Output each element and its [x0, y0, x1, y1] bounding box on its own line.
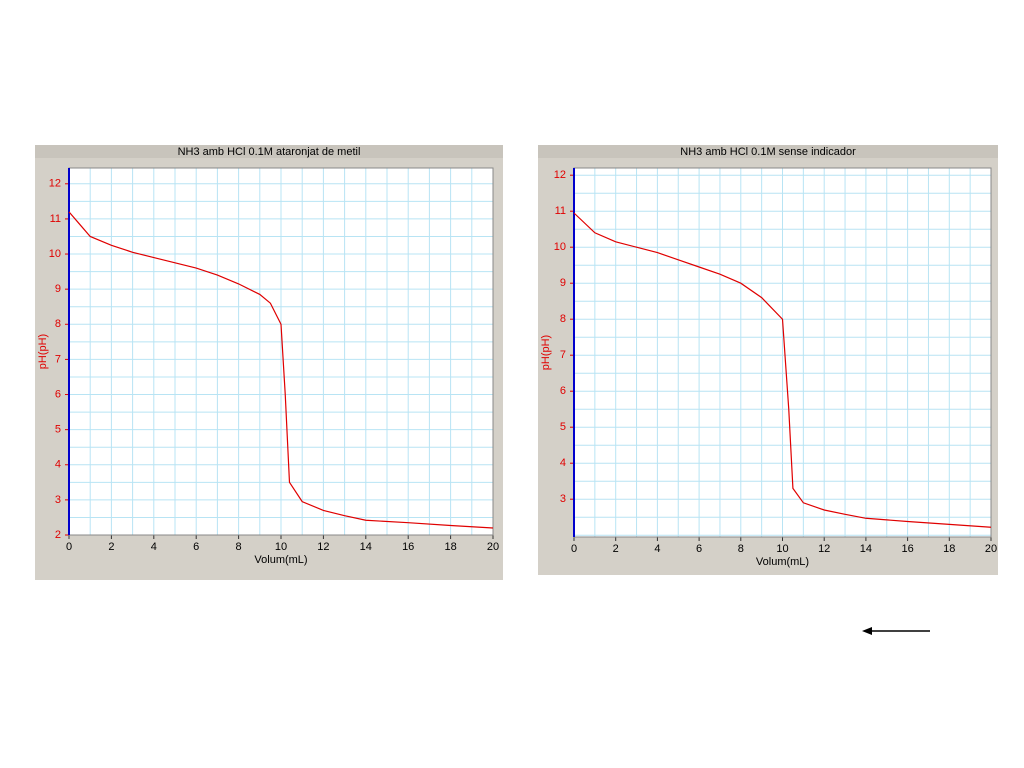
x-tick-label: 18 [444, 541, 456, 553]
chart-title: NH3 amb HCl 0.1M sense indicador [680, 146, 856, 158]
x-tick-label: 4 [654, 543, 660, 555]
y-axis-label: pH(pH) [37, 334, 49, 369]
y-tick-label: 9 [55, 283, 61, 295]
x-tick-label: 14 [360, 541, 372, 553]
x-tick-label: 6 [696, 543, 702, 555]
x-tick-label: 0 [571, 543, 577, 555]
x-tick-label: 16 [901, 543, 913, 555]
x-tick-label: 20 [985, 543, 997, 555]
x-tick-label: 12 [818, 543, 830, 555]
y-tick-label: 12 [554, 169, 566, 181]
y-tick-label: 2 [55, 529, 61, 541]
y-tick-label: 7 [560, 349, 566, 361]
x-axis-label: Volum(mL) [756, 556, 809, 568]
y-tick-label: 11 [50, 213, 61, 225]
y-tick-label: 9 [560, 277, 566, 289]
x-tick-label: 6 [193, 541, 199, 553]
x-tick-label: 12 [317, 541, 329, 553]
y-tick-label: 12 [49, 178, 61, 190]
y-tick-label: 10 [554, 241, 566, 253]
y-tick-label: 3 [560, 493, 566, 505]
x-tick-label: 8 [236, 541, 242, 553]
title-bar [538, 145, 998, 158]
x-tick-label: 2 [613, 543, 619, 555]
y-tick-label: 5 [55, 424, 61, 436]
data-line [573, 212, 992, 528]
x-axis-label: Volum(mL) [254, 554, 307, 566]
y-tick-label: 7 [55, 353, 61, 365]
y-tick-label: 8 [55, 318, 61, 330]
x-tick-label: 2 [108, 541, 114, 553]
y-tick-label: 4 [560, 457, 566, 469]
x-tick-label: 20 [487, 541, 499, 553]
data-line [68, 211, 494, 529]
y-tick-label: 5 [560, 421, 566, 433]
y-tick-label: 11 [555, 205, 566, 217]
x-tick-label: 8 [738, 543, 744, 555]
y-tick-label: 4 [55, 459, 61, 471]
y-tick-label: 6 [560, 385, 566, 397]
title-bar [35, 145, 503, 158]
x-tick-label: 0 [66, 541, 72, 553]
x-tick-label: 14 [860, 543, 872, 555]
y-tick-label: 10 [49, 248, 61, 260]
chart-title: NH3 amb HCl 0.1M ataronjat de metil [178, 146, 361, 158]
x-tick-label: 16 [402, 541, 414, 553]
y-tick-label: 6 [55, 388, 61, 400]
x-tick-label: 10 [776, 543, 788, 555]
x-tick-label: 10 [275, 541, 287, 553]
x-tick-label: 18 [943, 543, 955, 555]
y-tick-label: 8 [560, 313, 566, 325]
arrow-head [862, 627, 872, 635]
y-tick-label: 3 [55, 494, 61, 506]
y-axis-label: pH(pH) [540, 335, 552, 370]
x-tick-label: 4 [151, 541, 157, 553]
